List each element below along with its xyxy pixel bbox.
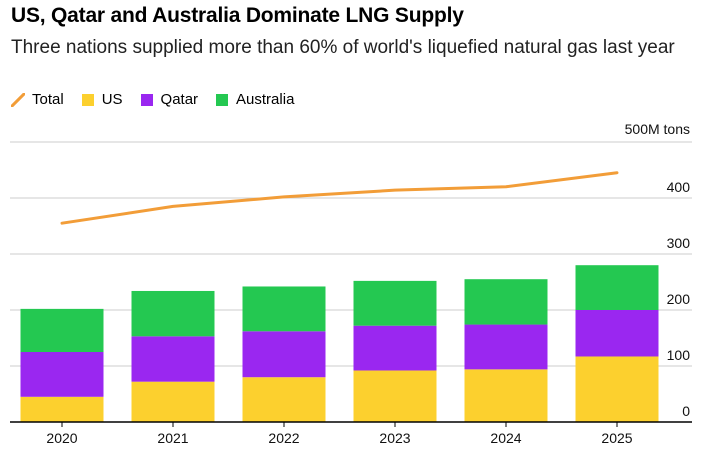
legend-swatch-qatar bbox=[140, 93, 153, 106]
bar-australia-2025 bbox=[575, 265, 659, 310]
legend-item-qatar: Qatar bbox=[140, 91, 199, 108]
bar-qatar-2025 bbox=[575, 310, 659, 357]
legend-label-qatar: Qatar bbox=[160, 91, 199, 108]
legend-label-total: Total bbox=[32, 91, 64, 108]
legend-line-icon-total bbox=[11, 92, 25, 107]
legend-label-australia: Australia bbox=[236, 91, 295, 108]
chart-subtitle: Three nations supplied more than 60% of … bbox=[11, 37, 675, 58]
bar-qatar-2022 bbox=[242, 331, 326, 378]
legend-label-us: US bbox=[101, 91, 123, 108]
bar-qatar-2024 bbox=[464, 324, 548, 370]
bar-qatar-2020 bbox=[20, 352, 104, 397]
x-tick-label-2024: 2024 bbox=[490, 430, 521, 446]
legend: Total US Qatar Australia bbox=[11, 91, 312, 108]
bar-us-2022 bbox=[242, 377, 326, 422]
x-tick-label-2023: 2023 bbox=[379, 430, 410, 446]
bar-us-2023 bbox=[353, 370, 437, 422]
bar-us-2021 bbox=[131, 381, 215, 422]
legend-item-us: US bbox=[81, 91, 123, 108]
bar-us-2025 bbox=[575, 356, 659, 422]
y-tick-label-100: 100 bbox=[667, 347, 691, 363]
legend-swatch-australia bbox=[216, 93, 229, 106]
x-tick-label-2022: 2022 bbox=[268, 430, 299, 446]
legend-item-total: Total bbox=[11, 91, 64, 108]
chart-title: US, Qatar and Australia Dominate LNG Sup… bbox=[11, 4, 464, 27]
y-unit-label: 500M tons bbox=[625, 121, 690, 137]
x-tick-label-2021: 2021 bbox=[157, 430, 188, 446]
legend-item-australia: Australia bbox=[216, 91, 294, 108]
bar-australia-2023 bbox=[353, 280, 437, 326]
y-tick-label-200: 200 bbox=[667, 291, 691, 307]
y-tick-label-300: 300 bbox=[667, 235, 691, 251]
bar-us-2020 bbox=[20, 396, 104, 422]
bar-australia-2024 bbox=[464, 279, 548, 325]
x-tick-label-2025: 2025 bbox=[601, 430, 632, 446]
x-tick-label-2020: 2020 bbox=[46, 430, 77, 446]
legend-swatch-us bbox=[81, 93, 94, 106]
bar-us-2024 bbox=[464, 369, 548, 422]
total-line bbox=[60, 171, 619, 225]
y-tick-label-0: 0 bbox=[682, 403, 690, 419]
bar-australia-2020 bbox=[20, 308, 104, 352]
y-tick-label-400: 400 bbox=[667, 179, 691, 195]
bar-australia-2021 bbox=[131, 290, 215, 337]
bar-qatar-2023 bbox=[353, 325, 437, 371]
bar-qatar-2021 bbox=[131, 336, 215, 382]
bar-australia-2022 bbox=[242, 286, 326, 332]
